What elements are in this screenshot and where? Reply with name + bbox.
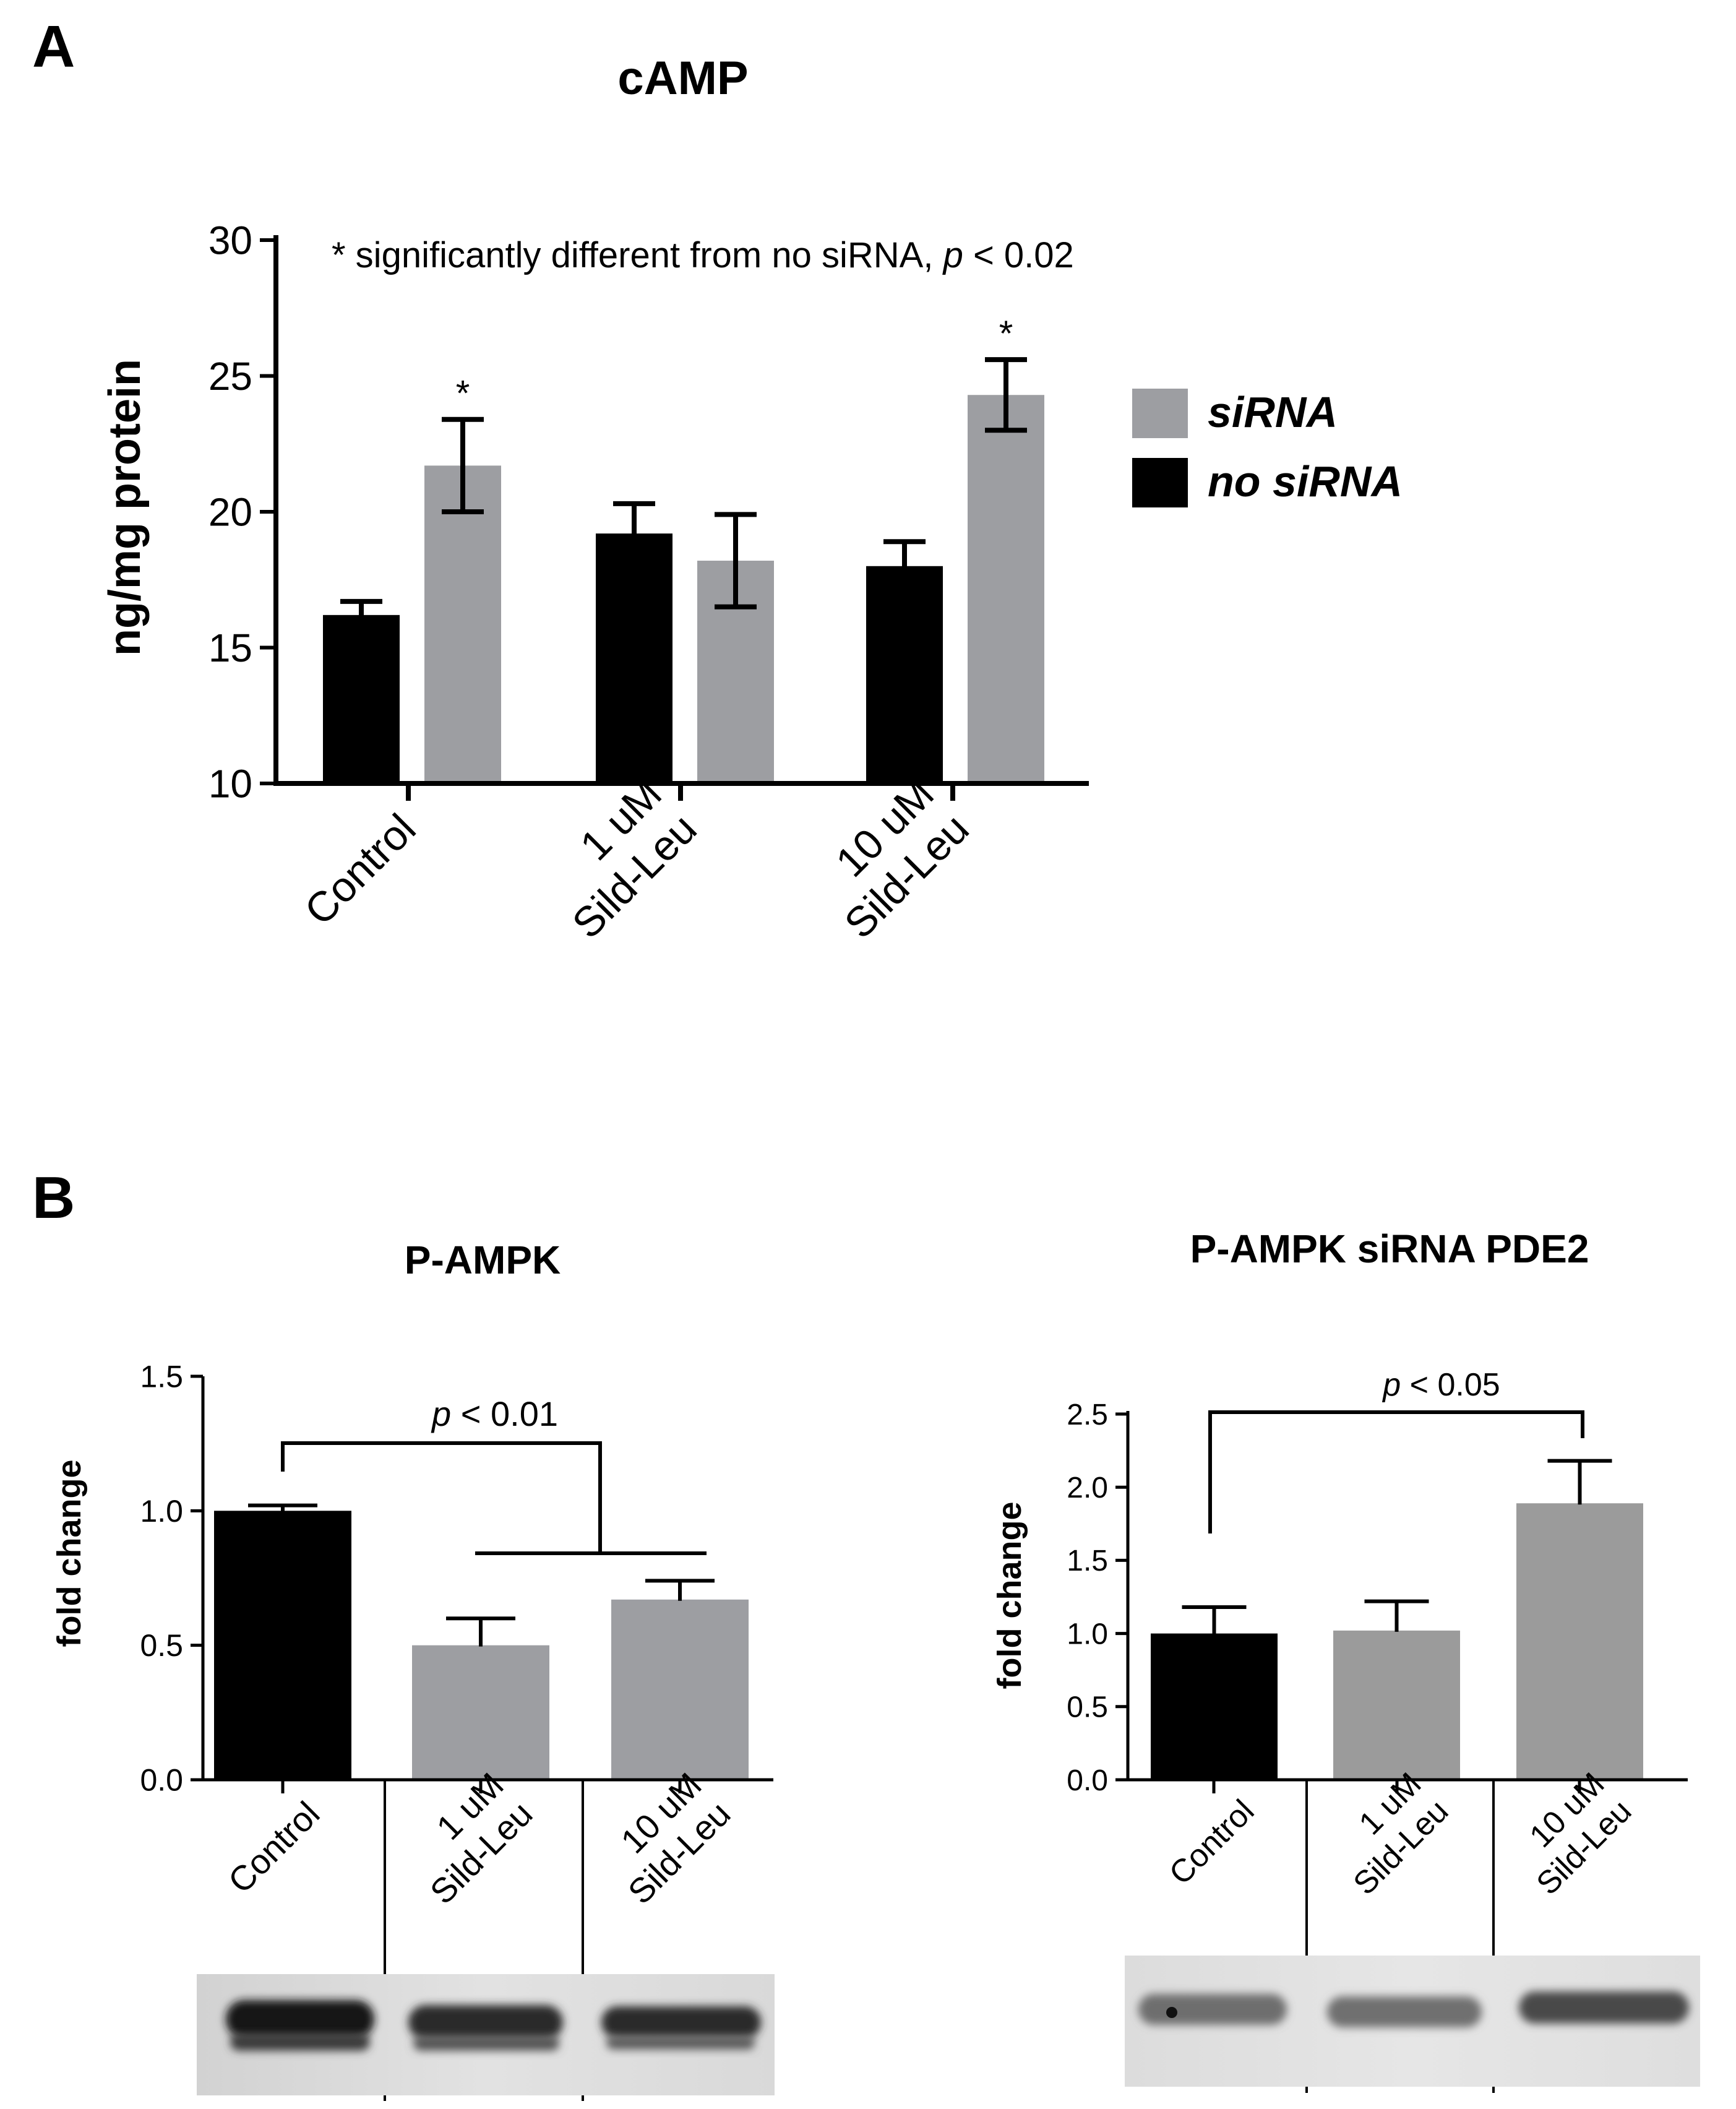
pampk-category-label: Control	[220, 1794, 327, 1900]
camp-category-label: Control	[296, 805, 425, 934]
pampk-sirna-ytick-label: 2.0	[1067, 1472, 1108, 1504]
pampk-significance-bracket	[281, 1441, 602, 1553]
pampk-ytick-label: 0.0	[140, 1763, 183, 1798]
camp-legend-label: siRNA	[1208, 388, 1338, 436]
panel-label-a: A	[32, 14, 75, 80]
pampk-sirna-blot-band-control	[1138, 1994, 1287, 2025]
pampk-sirna-category-label-line: Control	[1162, 1793, 1261, 1892]
pampk-blot-band-10um-lower	[606, 2036, 755, 2050]
camp-significance-note: * significantly different from no siRNA,…	[332, 235, 1074, 275]
camp-bar	[866, 566, 943, 783]
pampk-blot-band-1um-lower	[413, 2036, 559, 2051]
pampk-ytick-label: 0.5	[140, 1628, 183, 1663]
pampk-bar	[214, 1511, 351, 1780]
camp-ytick-label: 30	[208, 218, 252, 262]
camp-ytick-label: 20	[208, 490, 252, 534]
pampk-sirna-y-axis-title: fold change	[991, 1501, 1028, 1689]
pampk-blot-band-1um	[408, 2005, 563, 2040]
pampk-blot-band-control-lower	[230, 2034, 370, 2051]
pampk-sirna-category-label: 10 uMSild-Leu	[1503, 1766, 1639, 1902]
camp-bar	[424, 465, 501, 783]
pampk-sirna-category-label: Control	[1162, 1793, 1261, 1892]
pampk-sirna-title: P-AMPK siRNA PDE2	[1190, 1227, 1589, 1271]
camp-category-label-line: Control	[296, 805, 425, 934]
camp-note-p: p	[942, 235, 963, 275]
camp-chart: cAMP ng/mg protein * significantly diffe…	[100, 52, 1403, 947]
pampk-bar	[412, 1645, 549, 1780]
pampk-sirna-p-symbol: p	[1381, 1367, 1401, 1403]
camp-ytick-label: 15	[208, 626, 252, 670]
pampk-p-symbol: p	[431, 1394, 451, 1433]
pampk-sirna-significance-label: p < 0.05	[1381, 1367, 1500, 1403]
pampk-sirna-bar	[1333, 1630, 1460, 1780]
camp-significance-star: *	[999, 314, 1013, 354]
camp-legend-label: no siRNA	[1208, 457, 1403, 506]
pampk-title: P-AMPK	[405, 1238, 561, 1282]
pampk-sirna-blot-band-10um	[1519, 1991, 1689, 2024]
pampk-bar	[611, 1599, 749, 1780]
pampk-sirna-bar	[1516, 1503, 1643, 1780]
pampk-sirna-ytick-label: 1.0	[1067, 1618, 1108, 1650]
camp-ytick-label: 25	[208, 354, 252, 399]
camp-legend-swatch	[1132, 458, 1188, 507]
pampk-category-label-line: Control	[220, 1794, 327, 1900]
pampk-sirna-ytick-label: 0.5	[1067, 1691, 1108, 1724]
pampk-sirna-p-value: < 0.05	[1401, 1367, 1500, 1403]
panel-label-b: B	[32, 1165, 75, 1231]
pampk-western-blot	[197, 1974, 775, 2095]
camp-note-suffix: < 0.02	[963, 235, 1074, 275]
camp-legend-swatch	[1132, 389, 1188, 438]
pampk-sirna-blot-spot	[1166, 2007, 1177, 2018]
camp-significance-star: *	[456, 374, 470, 414]
camp-ytick-label: 10	[208, 761, 252, 806]
pampk-sirna-ytick-label: 2.5	[1067, 1399, 1108, 1431]
pampk-category-label: 10 uMSild-Leu	[591, 1765, 738, 1912]
pampk-p-value: < 0.01	[451, 1394, 558, 1433]
pampk-sirna-blot-band-1um	[1327, 1996, 1482, 2027]
pampk-sirna-western-blot	[1125, 1956, 1700, 2087]
pampk-y-axis-title: fold change	[51, 1459, 88, 1647]
pampk-sirna-ytick-label: 1.5	[1067, 1545, 1108, 1577]
pampk-ytick-label: 1.5	[140, 1360, 183, 1394]
pampk-category-label: 1 uMSild-Leu	[393, 1765, 540, 1912]
pampk-blot-band-control	[226, 2000, 374, 2038]
pampk-sirna-bar	[1151, 1633, 1278, 1780]
pampk-sirna-ytick-label: 0.0	[1067, 1764, 1108, 1797]
pampk-sirna-significance-bracket	[1208, 1410, 1584, 1533]
camp-title: cAMP	[617, 52, 748, 105]
camp-bar	[968, 395, 1044, 783]
pampk-sirna-category-label: 1 uMSild-Leu	[1320, 1766, 1456, 1902]
pampk-ytick-label: 1.0	[140, 1494, 183, 1529]
pampk-blot-band-10um	[601, 2006, 761, 2038]
camp-note-prefix: * significantly different from no siRNA,	[332, 235, 943, 275]
camp-y-axis-title: ng/mg protein	[100, 359, 150, 656]
camp-bar	[596, 533, 672, 783]
pampk-significance-label: p < 0.01	[431, 1394, 558, 1433]
pampk-chart: P-AMPK fold change 0.0 0.5 1.0 1.5 Control 1…	[51, 1238, 775, 2101]
pampk-sirna-chart: P-AMPK siRNA PDE2 fold change 0.0 0.5 1.0 1…	[991, 1227, 1700, 2093]
camp-bar	[323, 615, 400, 783]
